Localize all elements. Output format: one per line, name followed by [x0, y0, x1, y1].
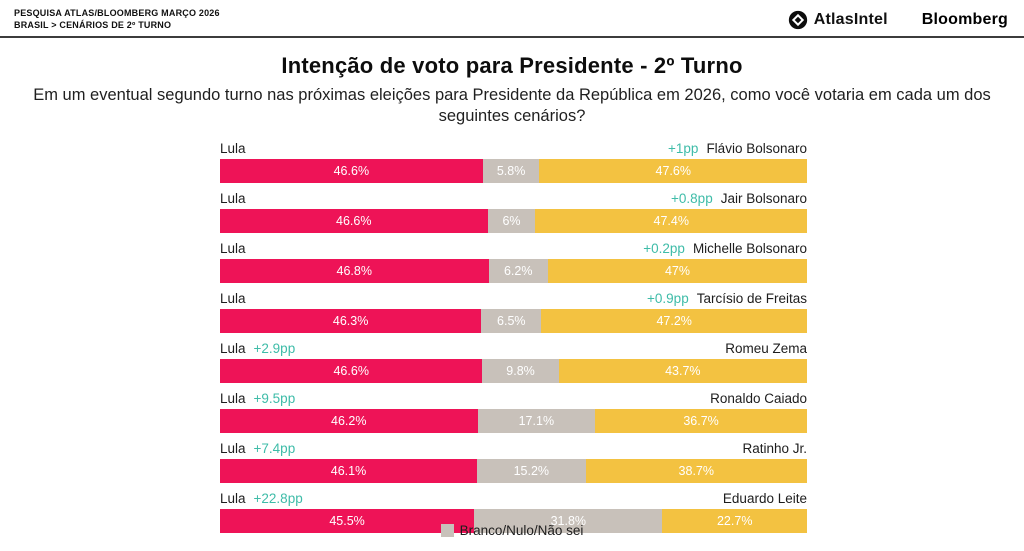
lula-label: Lula	[220, 241, 246, 256]
blank-null-segment: 15.2%	[477, 459, 586, 483]
breadcrumb: BRASIL > CENÁRIOS DE 2º TURNO	[14, 20, 172, 30]
report-title-line1: PESQUISA ATLAS/BLOOMBERG MARÇO 2026	[14, 8, 220, 18]
opponent-segment: 47.2%	[541, 309, 807, 333]
scenario-row: Lula +0.8pp Jair Bolsonaro 46.6% 6% 47.4…	[220, 189, 807, 233]
bloomberg-wordmark: Bloomberg	[921, 11, 1008, 28]
opponent-segment: 47.6%	[539, 159, 807, 183]
lula-segment: 46.6%	[220, 209, 488, 233]
scenario-row: Lula +7.4pp Ratinho Jr. 46.1% 15.2% 38.7…	[220, 439, 807, 483]
opponent-label: Michelle Bolsonaro	[692, 241, 807, 256]
opponent-label: Romeu Zema	[725, 341, 807, 356]
scenario-row: Lula +0.2pp Michelle Bolsonaro 46.8% 6.2…	[220, 239, 807, 283]
page-subtitle: Em um eventual segundo turno nas próxima…	[33, 86, 991, 125]
lula-lead-badge: +22.8pp	[253, 491, 303, 506]
lula-segment: 46.6%	[220, 159, 483, 183]
stacked-bar: 46.8% 6.2% 47%	[220, 259, 807, 283]
stacked-bar: 46.6% 6% 47.4%	[220, 209, 807, 233]
lula-segment: 46.3%	[220, 309, 482, 333]
opponent-segment: 36.7%	[595, 409, 807, 433]
lula-segment: 46.6%	[220, 359, 483, 383]
stacked-bar: 46.2% 17.1% 36.7%	[220, 409, 807, 433]
opponent-segment: 43.7%	[558, 359, 807, 383]
stacked-bar: 46.3% 6.5% 47.2%	[220, 309, 807, 333]
lula-label: Lula	[220, 441, 246, 456]
atlasintel-logo: AtlasIntel	[788, 10, 888, 30]
lula-segment: 45.5%	[220, 509, 475, 533]
opponent-label: Eduardo Leite	[722, 491, 807, 506]
header-bar: PESQUISA ATLAS/BLOOMBERG MARÇO 2026 BRAS…	[0, 0, 1024, 31]
blank-null-segment: 31.8%	[474, 509, 663, 533]
lula-label: Lula	[220, 341, 246, 356]
lula-label: Lula	[220, 391, 246, 406]
opponent-label: Flávio Bolsonaro	[706, 141, 807, 156]
scenario-row: Lula +9.5pp Ronaldo Caiado 46.2% 17.1% 3…	[220, 389, 807, 433]
scenario-row: Lula +1pp Flávio Bolsonaro 46.6% 5.8% 47…	[220, 139, 807, 183]
opponent-label: Jair Bolsonaro	[720, 191, 807, 206]
lula-lead-badge: +2.9pp	[253, 341, 296, 356]
atlasintel-compass-icon	[788, 10, 808, 30]
page-title: Intenção de voto para Presidente - 2º Tu…	[281, 53, 743, 78]
opponent-segment: 22.7%	[662, 509, 807, 533]
lula-segment: 46.2%	[220, 409, 478, 433]
blank-null-segment: 9.8%	[482, 359, 559, 383]
legend: Branco/Nulo/Não sei	[0, 523, 1024, 538]
stacked-bar: 46.1% 15.2% 38.7%	[220, 459, 807, 483]
header-logos: AtlasIntel Bloomberg	[788, 7, 1008, 30]
lula-lead-badge: +7.4pp	[253, 441, 296, 456]
opponent-lead-badge: +0.9pp	[647, 291, 689, 306]
blank-null-segment: 6%	[487, 209, 536, 233]
atlasintel-wordmark: AtlasIntel	[813, 11, 888, 28]
blank-null-segment: 6.2%	[488, 259, 548, 283]
opponent-segment: 47%	[547, 259, 807, 283]
scenario-row: Lula +2.9pp Romeu Zema 46.6% 9.8% 43.7%	[220, 339, 807, 383]
stacked-bar: 46.6% 5.8% 47.6%	[220, 159, 807, 183]
opponent-label: Ronaldo Caiado	[710, 391, 807, 406]
lula-label: Lula	[220, 491, 246, 506]
opponent-segment: 38.7%	[585, 459, 807, 483]
opponent-lead-badge: +0.2pp	[643, 241, 685, 256]
lula-label: Lula	[220, 141, 246, 156]
stacked-bar-chart: Lula +1pp Flávio Bolsonaro 46.6% 5.8% 47…	[220, 139, 807, 539]
header-divider	[0, 36, 1024, 38]
legend-label: Branco/Nulo/Não sei	[459, 523, 584, 538]
lula-segment: 46.8%	[220, 259, 489, 283]
lula-label: Lula	[220, 191, 246, 206]
report-meta: PESQUISA ATLAS/BLOOMBERG MARÇO 2026 BRAS…	[14, 7, 220, 31]
lula-segment: 46.1%	[220, 459, 478, 483]
blank-null-segment: 5.8%	[482, 159, 540, 183]
lula-label: Lula	[220, 291, 246, 306]
blank-null-segment: 6.5%	[481, 309, 542, 333]
blank-null-legend-swatch	[440, 524, 454, 537]
opponent-label: Tarcísio de Freitas	[696, 291, 807, 306]
blank-null-segment: 17.1%	[477, 409, 596, 433]
opponent-lead-badge: +0.8pp	[671, 191, 713, 206]
stacked-bar: 45.5% 31.8% 22.7%	[220, 509, 807, 533]
scenario-row: Lula +22.8pp Eduardo Leite 45.5% 31.8% 2…	[220, 489, 807, 533]
opponent-segment: 47.4%	[535, 209, 807, 233]
opponent-lead-badge: +1pp	[668, 141, 699, 156]
opponent-label: Ratinho Jr.	[742, 441, 807, 456]
scenario-row: Lula +0.9pp Tarcísio de Freitas 46.3% 6.…	[220, 289, 807, 333]
lula-lead-badge: +9.5pp	[253, 391, 296, 406]
stacked-bar: 46.6% 9.8% 43.7%	[220, 359, 807, 383]
